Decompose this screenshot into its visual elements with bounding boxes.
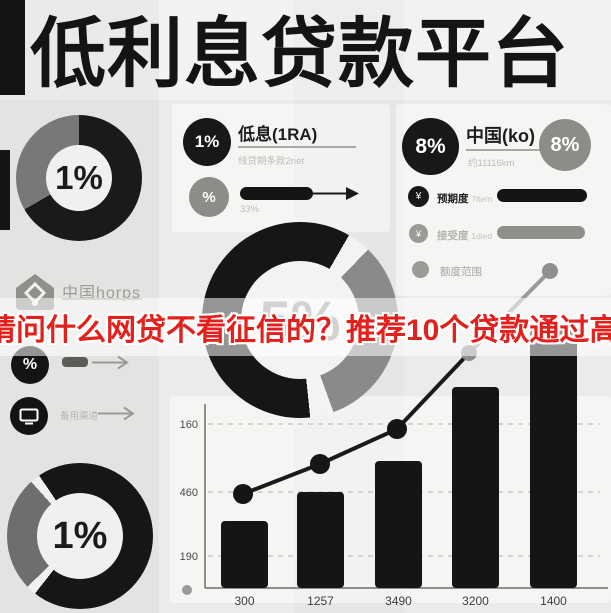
mini-bar [62,357,88,367]
row-label-expectation: 预期度 7item [437,191,492,206]
donut-top-left-label: 1% [55,159,103,196]
monitor-circle [10,397,48,435]
bar-pill-black [497,189,587,202]
loan-subtext: 线贷期条款2net [238,156,304,167]
promo-banner-text: 请问什么网贷不看征信的？推荐10个贷款通过高的app帮你解决资金问题 [0,314,611,347]
brand-label: 中国horps [62,285,142,302]
progress-pill [240,187,313,200]
row-label-text: 接受度 [437,230,469,242]
monitor-icon [19,408,39,424]
donut-top-left: 1% [16,115,142,241]
loan-heading: 低息(1RA) [238,125,318,144]
row-label-text: 预期度 [437,193,469,205]
donut-hole: 1% [37,493,123,579]
yen-icon: ¥ [409,224,428,243]
backup-channel-label: 备用渠道 [60,411,99,422]
china-rate-badge-2: 8% [539,119,591,171]
arrow-right-icon [92,355,129,370]
row-label-range: 额度范围 [440,266,482,278]
percent-badge: % [189,177,229,217]
row-suffix-text: 7item [471,194,493,204]
arrow-right-icon [308,187,359,200]
bar-pill-gray [497,226,585,239]
promo-banner: 请问什么网贷不看征信的？推荐10个贷款通过高的app帮你解决资金问题 [0,298,611,356]
bullet-dot-icon [412,261,429,278]
divider [238,146,356,148]
donut-bottom-left: 1% [7,463,153,609]
left-edge-strip [0,150,10,230]
yen-icon: ¥ [408,186,429,207]
page-title: 低利息贷款平台 [30,12,569,97]
row-suffix-text: 1died [471,231,493,241]
china-rate-badge: 8% [402,118,459,175]
corner-black-bar [0,0,25,95]
china-heading: 中国(ko) [466,126,535,146]
row-label-acceptance: 接受度 1died [437,228,492,243]
arrow-right-icon [98,406,135,421]
chart-card [170,396,611,603]
rate-note: 33% [240,204,260,215]
divider [466,149,556,151]
donut-bottom-left-label: 1% [52,514,108,557]
donut-hole: 1% [46,145,112,211]
loan-rate-badge: 1% [183,118,231,166]
china-subtext: 约11116km [468,158,515,169]
